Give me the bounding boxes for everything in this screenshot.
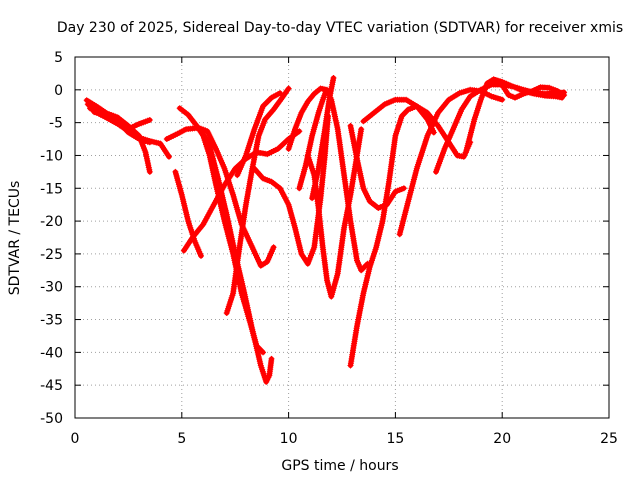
series-arc-w	[480, 78, 568, 101]
data-series	[83, 75, 568, 385]
y-tick-labels: 5 0 -5 -10 -15 -20 -25 -30 -35 -40 -45 -50	[40, 50, 63, 427]
series-arc-p	[309, 75, 337, 202]
x-tick-label: 10	[280, 431, 298, 447]
series-arc-j	[223, 85, 292, 316]
y-tick-label: -30	[40, 280, 63, 296]
series-markers	[234, 90, 284, 179]
x-tick-label: 25	[600, 431, 618, 447]
x-tick-label: 0	[71, 431, 80, 447]
x-tick-label: 5	[177, 431, 186, 447]
y-tick-label: 0	[54, 83, 63, 99]
y-axis-title: SDTVAR / TECUs	[7, 181, 23, 296]
y-tick-label: -45	[40, 378, 63, 394]
x-axis-title: GPS time / hours	[281, 458, 398, 474]
y-tick-label: -25	[40, 247, 63, 263]
y-tick-label: -20	[40, 214, 63, 230]
series-markers	[480, 78, 568, 101]
series-arc-s	[360, 96, 437, 136]
series-arc-r	[347, 103, 474, 369]
series-trace	[397, 87, 505, 237]
y-tick-label: -35	[40, 313, 63, 329]
series-markers	[309, 75, 337, 202]
x-tick-labels: 0 5 10 15 20 25	[71, 431, 618, 447]
series-markers	[180, 128, 303, 254]
y-tick-label: 5	[54, 50, 63, 66]
x-tick-label: 20	[493, 431, 511, 447]
y-tick-label: -40	[40, 345, 63, 361]
plot-frame	[74, 56, 610, 419]
y-tick-label: -5	[49, 116, 63, 132]
series-markers	[91, 109, 153, 146]
y-tick-label: -50	[40, 411, 63, 427]
y-tick-label: -15	[40, 181, 63, 197]
series-arc-k	[234, 90, 284, 179]
x-tick-label: 15	[386, 431, 404, 447]
chart-title: Day 230 of 2025, Sidereal Day-to-day VTE…	[57, 20, 623, 36]
axis-ticks	[74, 56, 610, 419]
y-tick-label: -10	[40, 148, 63, 164]
series-arc-d	[91, 109, 153, 146]
series-markers	[347, 103, 474, 369]
series-markers	[223, 85, 292, 316]
